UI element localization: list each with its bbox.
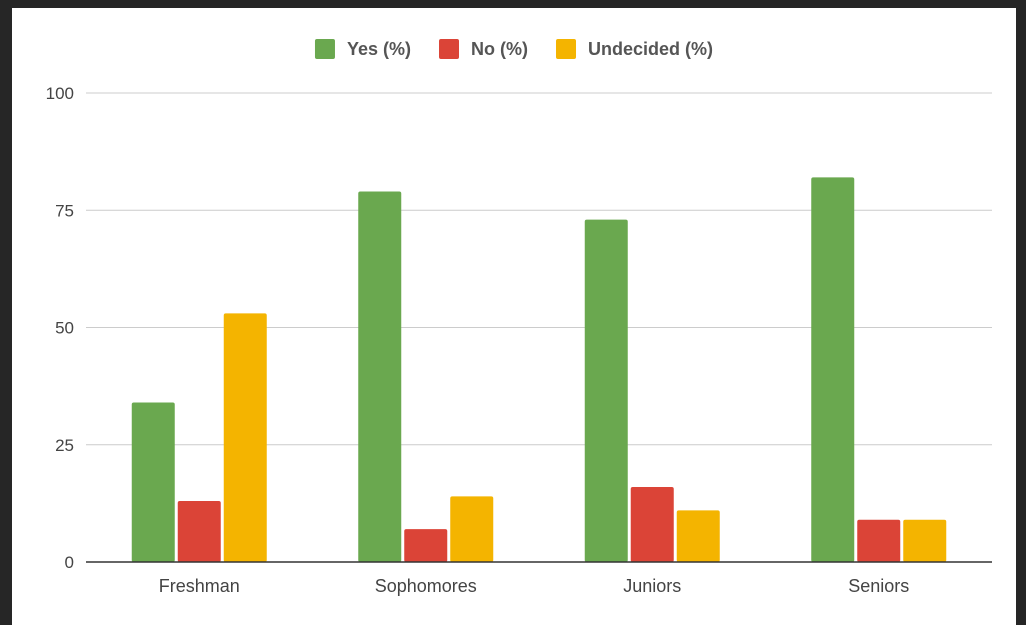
bar-undecided-sophomores — [450, 496, 494, 562]
x-tick-label: Sophomores — [375, 576, 477, 596]
y-axis-tick-labels: 0 25 50 75 100 — [46, 84, 74, 572]
bar-yes-seniors — [811, 177, 855, 563]
y-tick-label: 50 — [55, 319, 74, 338]
bar-yes-juniors — [584, 219, 628, 562]
legend-item: No (%) — [439, 39, 528, 59]
y-tick-label: 0 — [65, 553, 74, 572]
y-tick-label: 25 — [55, 436, 74, 455]
legend-label: Undecided (%) — [588, 39, 713, 59]
chart-frame: Yes (%) No (%) Undecided (%) 0 25 50 75 100 Fr… — [12, 8, 1016, 625]
legend-label: No (%) — [471, 39, 528, 59]
x-tick-label: Seniors — [848, 576, 909, 596]
y-tick-label: 100 — [46, 84, 74, 103]
bar-yes-freshman — [131, 402, 175, 562]
bar-yes-sophomores — [358, 191, 402, 563]
y-tick-label: 75 — [55, 201, 74, 220]
bar-no-freshman — [177, 501, 221, 562]
x-tick-label: Juniors — [623, 576, 681, 596]
legend-swatch — [556, 39, 577, 59]
bar-chart: Yes (%) No (%) Undecided (%) 0 25 50 75 100 Fr… — [46, 39, 992, 596]
legend-item: Yes (%) — [314, 39, 411, 59]
legend-label: Yes (%) — [347, 39, 411, 59]
bar-no-juniors — [630, 486, 674, 562]
bars-group — [131, 177, 947, 563]
legend-swatch — [314, 39, 335, 59]
y-gridlines — [86, 92, 992, 446]
bar-no-sophomores — [404, 529, 448, 562]
legend-item: Undecided (%) — [556, 39, 713, 59]
bar-no-seniors — [857, 519, 901, 562]
bar-undecided-seniors — [903, 519, 947, 562]
legend-swatch — [439, 39, 460, 59]
x-axis: Freshman Sophomores Juniors Seniors — [86, 561, 992, 596]
chart-legend: Yes (%) No (%) Undecided (%) — [314, 39, 713, 59]
x-tick-label: Freshman — [159, 576, 240, 596]
bar-undecided-juniors — [676, 510, 720, 562]
bar-undecided-freshman — [223, 313, 267, 562]
